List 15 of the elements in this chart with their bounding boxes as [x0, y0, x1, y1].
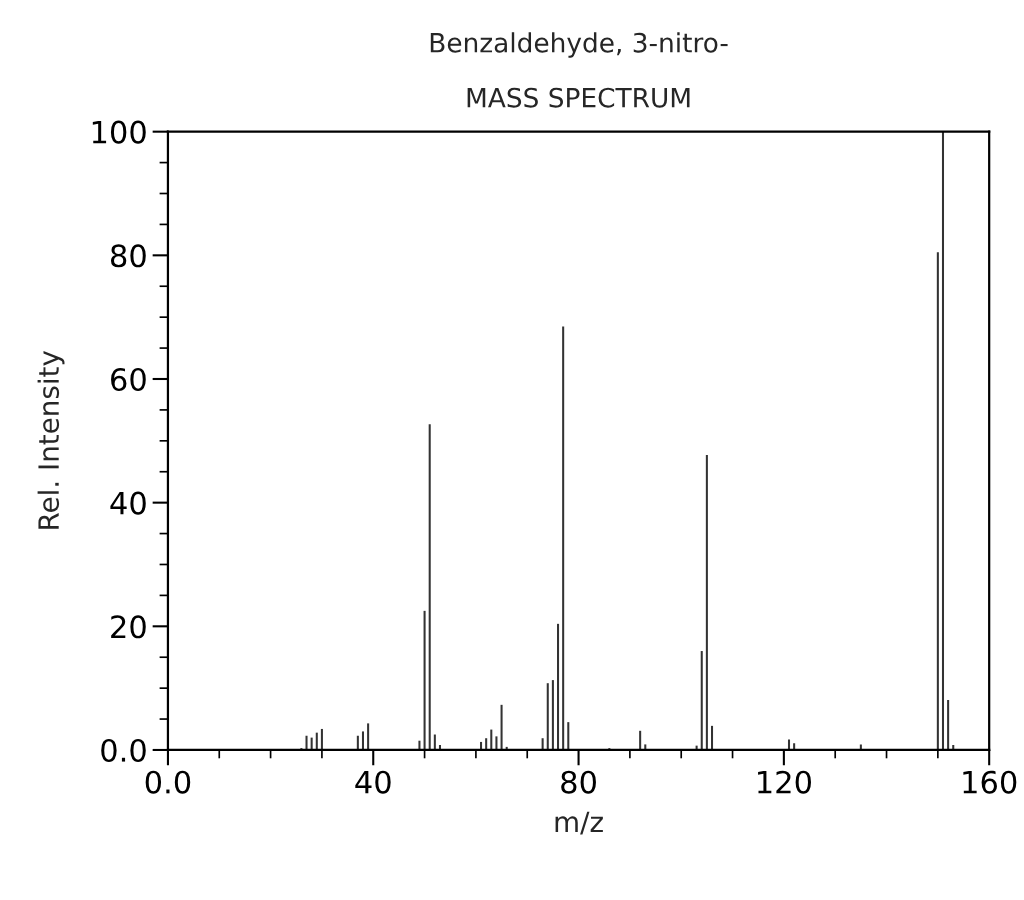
chart-title: Benzaldehyde, 3-nitro- — [430, 32, 728, 58]
x-tick-label: 40 — [355, 770, 391, 794]
y-tick-label: 80 — [110, 244, 146, 268]
y-tick-label: 100 — [92, 120, 146, 144]
y-axis-title: Rel. Intensity — [37, 350, 65, 529]
y-tick-label: 0.0 — [101, 738, 146, 763]
y-tick-label: 20 — [111, 615, 146, 639]
x-tick-label: 160 — [963, 770, 1017, 794]
y-tick-label: 60 — [111, 367, 146, 392]
x-tick-label: 0.0 — [145, 770, 191, 794]
x-axis-title: m/z — [555, 811, 603, 835]
x-tick-label: 120 — [758, 770, 811, 794]
x-tick-label: 80 — [561, 770, 596, 794]
chart-subtitle: MASS SPECTRUM — [467, 87, 690, 108]
y-tick-label: 40 — [110, 491, 146, 515]
